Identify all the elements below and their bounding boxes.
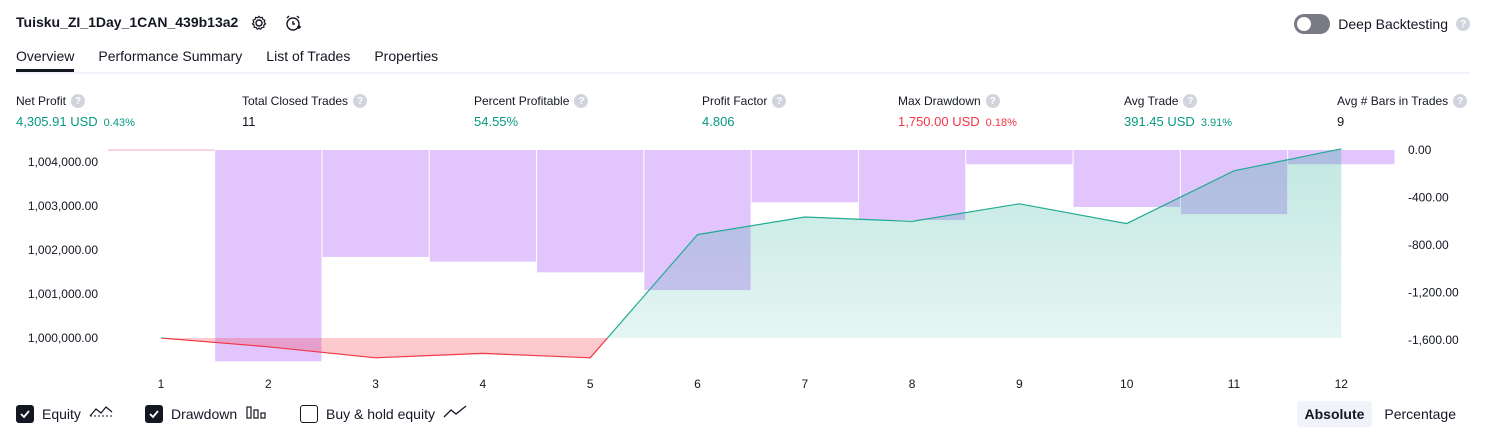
metric-label: Net Profit: [16, 94, 67, 108]
equity-line-up: [161, 148, 1342, 338]
drawdown-bar: [751, 150, 858, 203]
drawdown-bar: [966, 150, 1073, 165]
legend-drawdown[interactable]: Drawdown: [145, 404, 267, 423]
help-icon[interactable]: ?: [574, 94, 589, 108]
buy-hold-checkbox[interactable]: [300, 404, 318, 423]
metric-percent-profitable: Percent Profitable? 54.55%: [474, 94, 589, 129]
metric-percent: 0.18%: [985, 117, 1017, 129]
y-left-tick-label: 1,000,000.00: [28, 331, 98, 345]
x-axis: 1 2 3 4 5 6 7 8 9 10 11 12: [158, 377, 1349, 391]
x-tick-label: 5: [587, 377, 594, 391]
gear-icon[interactable]: [249, 13, 269, 33]
drawdown-bar: [1073, 150, 1180, 207]
help-icon[interactable]: ?: [985, 94, 1000, 108]
help-icon[interactable]: ?: [1183, 94, 1198, 108]
y-right-tick-label: -1,200.00: [1408, 286, 1459, 300]
metric-label: Avg # Bars in Trades: [1337, 94, 1449, 108]
help-icon[interactable]: ?: [1453, 94, 1468, 108]
y-right-tick-label: 0.00: [1408, 143, 1432, 157]
metric-avg-bars-in-trades: Avg # Bars in Trades? 9: [1337, 94, 1468, 129]
drawdown-bar: [858, 150, 966, 221]
alarm-clock-icon[interactable]: [283, 13, 303, 33]
x-tick-label: 7: [801, 377, 808, 391]
deep-backtesting-toggle[interactable]: [1294, 14, 1331, 34]
x-tick-label: 3: [372, 377, 379, 391]
legend-buy-hold-label: Buy & hold equity: [326, 405, 435, 422]
buy-hold-line-icon: [443, 404, 467, 423]
metric-max-drawdown: Max Drawdown? 1,750.00 USD 0.18%: [898, 94, 1017, 129]
x-tick-label: 1: [158, 377, 165, 391]
y-right-tick-label: -800.00: [1408, 238, 1449, 252]
tab-properties[interactable]: Properties: [374, 48, 439, 64]
tab-overview[interactable]: Overview: [16, 48, 75, 72]
equity-area-above: [161, 148, 1342, 338]
x-tick-label: 8: [909, 377, 916, 391]
metric-value: 4.806: [702, 114, 735, 129]
tab-list-of-trades[interactable]: List of Trades: [266, 48, 351, 64]
drawdown-bars-icon: [245, 404, 267, 423]
absolute-button[interactable]: Absolute: [1296, 401, 1373, 427]
metric-value: 9: [1337, 114, 1345, 129]
tab-divider: [16, 72, 1470, 74]
legend-equity[interactable]: Equity: [16, 404, 113, 423]
equity-line-icon: [89, 404, 113, 423]
x-tick-label: 10: [1120, 377, 1134, 391]
drawdown-bar: [537, 150, 644, 273]
percentage-button[interactable]: Percentage: [1384, 406, 1456, 422]
equity-checkbox[interactable]: [16, 404, 34, 423]
deep-backtesting-control: Deep Backtesting ?: [1294, 14, 1470, 34]
drawdown-bar: [215, 150, 322, 362]
help-icon[interactable]: ?: [71, 94, 86, 108]
y-axis-left: 1,004,000.00 1,003,000.00 1,002,000.00 1,00…: [28, 155, 98, 345]
drawdown-checkbox[interactable]: [145, 404, 163, 423]
strategy-title: Tuisku_ZI_1Day_1CAN_439b13a2: [16, 14, 239, 30]
metric-net-profit: Net Profit? 4,305.91 USD 0.43%: [16, 94, 135, 129]
x-tick-label: 11: [1228, 377, 1241, 391]
x-tick-label: 2: [265, 377, 272, 391]
legend-drawdown-label: Drawdown: [171, 405, 238, 422]
metric-label: Profit Factor: [702, 94, 768, 108]
y-left-tick-label: 1,001,000.00: [28, 287, 98, 301]
metric-avg-trade: Avg Trade? 391.45 USD 3.91%: [1124, 94, 1232, 129]
metric-percent: 3.91%: [1200, 117, 1233, 129]
y-right-tick-label: -400.00: [1408, 191, 1449, 205]
equity-drawdown-chart: 1,004,000.00 1,003,000.00 1,002,000.00 1,00…: [28, 143, 1459, 391]
metric-profit-factor: Profit Factor? 4.806: [702, 94, 787, 129]
y-axis-right: 0.00 -400.00 -800.00 -1,200.00 -1,600.00: [1408, 143, 1459, 347]
view-mode-switch: Absolute Percentage: [1296, 401, 1465, 427]
help-icon[interactable]: ?: [1456, 17, 1470, 31]
y-right-tick-label: -1,600.00: [1408, 333, 1459, 347]
tab-bar: Overview Performance Summary List of Tra…: [16, 48, 438, 72]
equity-line: [160, 148, 1342, 359]
metric-value: 391.45 USD: [1124, 114, 1195, 129]
metric-label: Avg Trade: [1124, 94, 1179, 108]
metric-value: 54.55%: [474, 114, 519, 129]
drawdown-bar: [429, 150, 537, 262]
metric-total-closed-trades: Total Closed Trades? 11: [242, 94, 368, 129]
help-icon[interactable]: ?: [353, 94, 368, 108]
metric-percent: 0.43%: [103, 117, 135, 129]
metric-value: 11: [242, 114, 256, 129]
legend-equity-label: Equity: [42, 405, 81, 422]
metric-label: Percent Profitable: [474, 94, 570, 108]
x-tick-label: 12: [1335, 377, 1349, 391]
y-left-tick-label: 1,003,000.00: [28, 199, 98, 213]
y-left-tick-label: 1,004,000.00: [28, 155, 98, 169]
equity-area: [161, 148, 1342, 358]
deep-backtesting-label: Deep Backtesting: [1338, 16, 1448, 32]
metric-label: Total Closed Trades: [242, 94, 349, 108]
metric-value: 4,305.91 USD: [16, 114, 98, 129]
equity-line-down: [160, 338, 609, 359]
x-tick-label: 4: [480, 377, 487, 391]
help-icon[interactable]: ?: [772, 94, 787, 108]
y-left-tick-label: 1,002,000.00: [28, 243, 98, 257]
legend-buy-hold-equity[interactable]: Buy & hold equity: [300, 404, 467, 423]
drawdown-bar: [322, 150, 429, 257]
metric-label: Max Drawdown: [898, 94, 981, 108]
x-tick-label: 9: [1016, 377, 1023, 391]
tab-performance-summary[interactable]: Performance Summary: [98, 48, 243, 64]
metric-value: 1,750.00 USD: [898, 114, 980, 129]
equity-area-below: [161, 338, 1342, 358]
x-tick-label: 6: [694, 377, 701, 391]
